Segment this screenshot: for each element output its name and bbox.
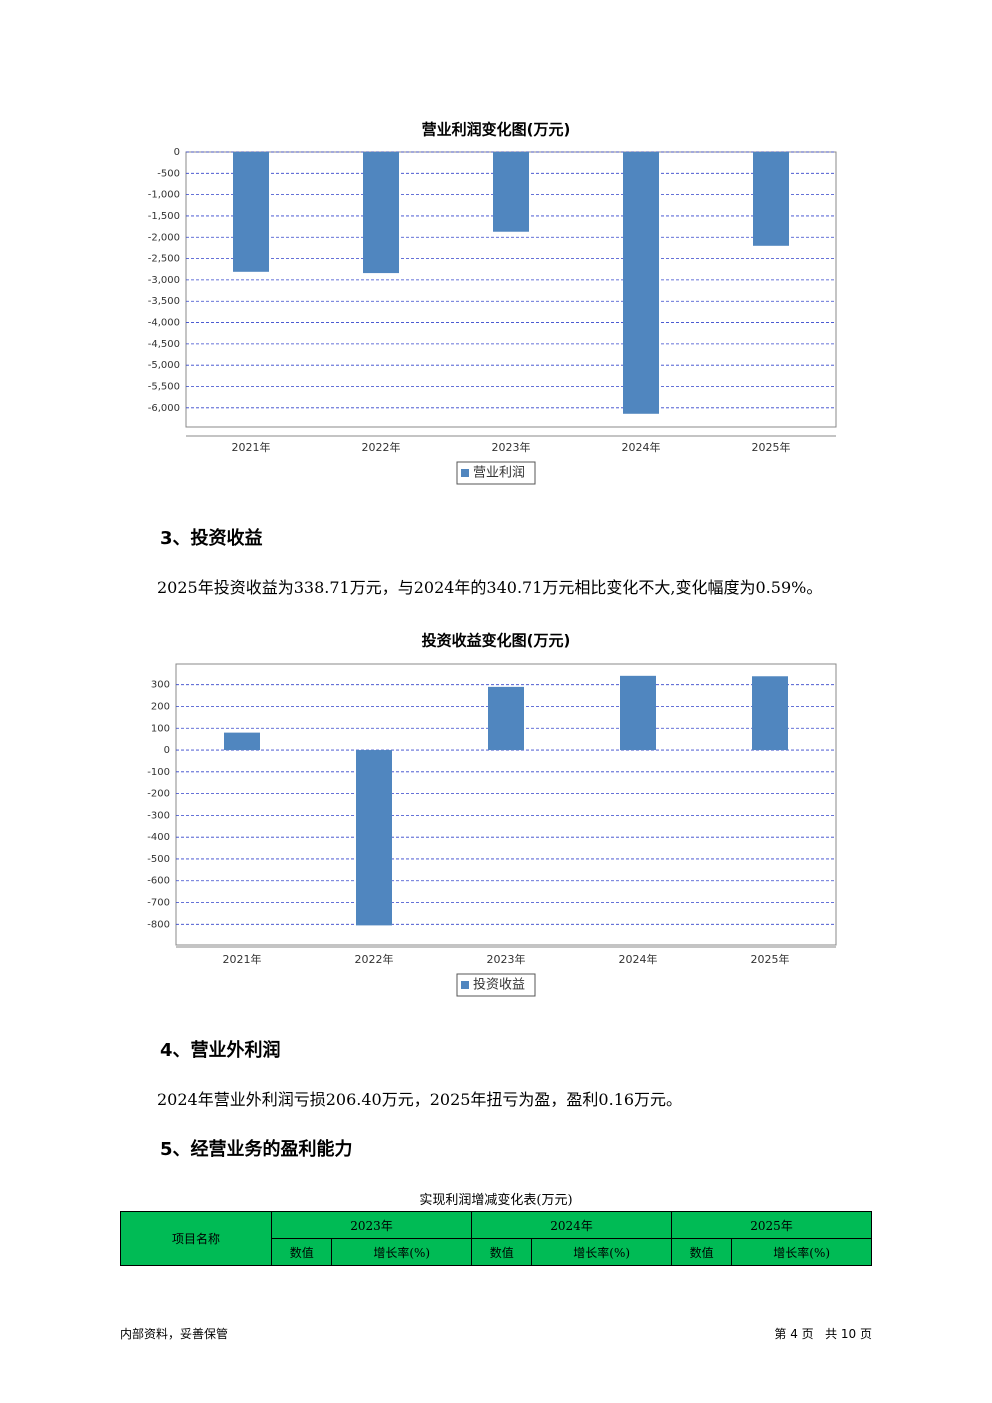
x-tick-label: 2022年 <box>355 952 394 966</box>
y-tick-label: -2,500 <box>148 254 180 265</box>
section-text: 2025年投资收益为338.71万元，与2024年的340.71万元相比变化不大… <box>157 578 823 597</box>
legend-swatch <box>461 981 469 989</box>
y-tick-label: -5,000 <box>148 360 180 371</box>
section-heading: 4、营业外利润 <box>160 1040 281 1061</box>
x-tick-label: 2021年 <box>232 440 271 454</box>
y-tick-label: -2,000 <box>148 232 180 243</box>
legend-swatch <box>461 469 469 477</box>
y-tick-label: -500 <box>147 854 170 865</box>
x-tick-label: 2024年 <box>619 952 658 966</box>
table-header: 增长率(%) <box>531 1238 672 1266</box>
plot-area <box>185 151 837 428</box>
section-heading: 5、经营业务的盈利能力 <box>160 1139 353 1160</box>
footer-left: 内部资料，妥善保管 <box>120 1327 229 1341</box>
y-tick-label: -4,000 <box>148 318 180 329</box>
y-tick-label: -200 <box>147 789 170 800</box>
y-tick-label: 100 <box>151 723 170 734</box>
table-header: 数值 <box>270 1238 333 1266</box>
y-tick-label: -6,000 <box>148 403 180 414</box>
y-tick-label: -100 <box>147 767 170 778</box>
y-tick-label: -3,500 <box>148 296 180 307</box>
table-title: 实现利润增减变化表(万元) <box>419 1193 573 1208</box>
y-tick-label: -400 <box>147 832 170 843</box>
bar <box>493 152 529 232</box>
bar <box>620 675 656 751</box>
y-tick-label: -1,000 <box>148 190 180 201</box>
bar <box>356 750 392 926</box>
y-tick-label: -700 <box>147 898 170 909</box>
y-tick-label: -600 <box>147 876 170 887</box>
bar <box>488 686 524 751</box>
x-tick-label: 2024年 <box>622 440 661 454</box>
y-tick-label: -4,500 <box>148 339 180 350</box>
table: 项目名称 2023年 2024年 2025年 数值 增长率(%) 数值 增长率(… <box>120 1211 873 1266</box>
table-header: 增长率(%) <box>731 1238 872 1266</box>
y-tick-label: -5,500 <box>148 381 180 392</box>
y-tick-label: -500 <box>157 168 180 179</box>
x-tick-label: 2025年 <box>751 952 790 966</box>
bar <box>623 152 659 414</box>
table-header: 项目名称 <box>120 1211 272 1266</box>
legend-box <box>456 973 536 997</box>
bar <box>363 152 399 274</box>
table-header: 2024年 <box>470 1211 672 1239</box>
chart-title: 投资收益变化图(万元) <box>422 632 571 650</box>
bar <box>752 676 788 751</box>
legend-label: 投资收益 <box>473 977 525 993</box>
y-tick-label: 300 <box>151 680 170 691</box>
legend-box <box>456 461 536 485</box>
y-tick-label: -1,500 <box>148 211 180 222</box>
table-header: 增长率(%) <box>331 1238 472 1266</box>
table-header: 2023年 <box>271 1211 472 1239</box>
legend-label: 营业利润 <box>473 466 525 481</box>
x-tick-label: 2021年 <box>223 952 262 966</box>
bar <box>753 152 789 246</box>
y-tick-label: -800 <box>147 919 170 930</box>
x-tick-label: 2022年 <box>362 440 401 454</box>
bar <box>233 152 269 272</box>
y-tick-label: -3,000 <box>148 275 180 286</box>
bar <box>224 732 260 751</box>
section-heading: 3、投资收益 <box>160 528 263 549</box>
x-tick-label: 2025年 <box>752 440 791 454</box>
y-tick-label: 0 <box>164 745 170 756</box>
x-tick-label: 2023年 <box>492 440 531 454</box>
table-header: 数值 <box>470 1238 533 1266</box>
chart-title: 营业利润变化图(万元) <box>422 121 571 139</box>
section-text: 2024年营业外利润亏损206.40万元，2025年扭亏为盈，盈利0.16万元。 <box>157 1090 683 1109</box>
table-header: 2025年 <box>670 1211 873 1239</box>
table-header: 数值 <box>670 1238 733 1266</box>
footer-right: 第 4 页 共 10 页 <box>774 1327 872 1341</box>
y-tick-label: -300 <box>147 810 170 821</box>
x-tick-label: 2023年 <box>487 952 526 966</box>
y-tick-label: 0 <box>174 147 180 158</box>
y-tick-label: 200 <box>151 701 170 712</box>
